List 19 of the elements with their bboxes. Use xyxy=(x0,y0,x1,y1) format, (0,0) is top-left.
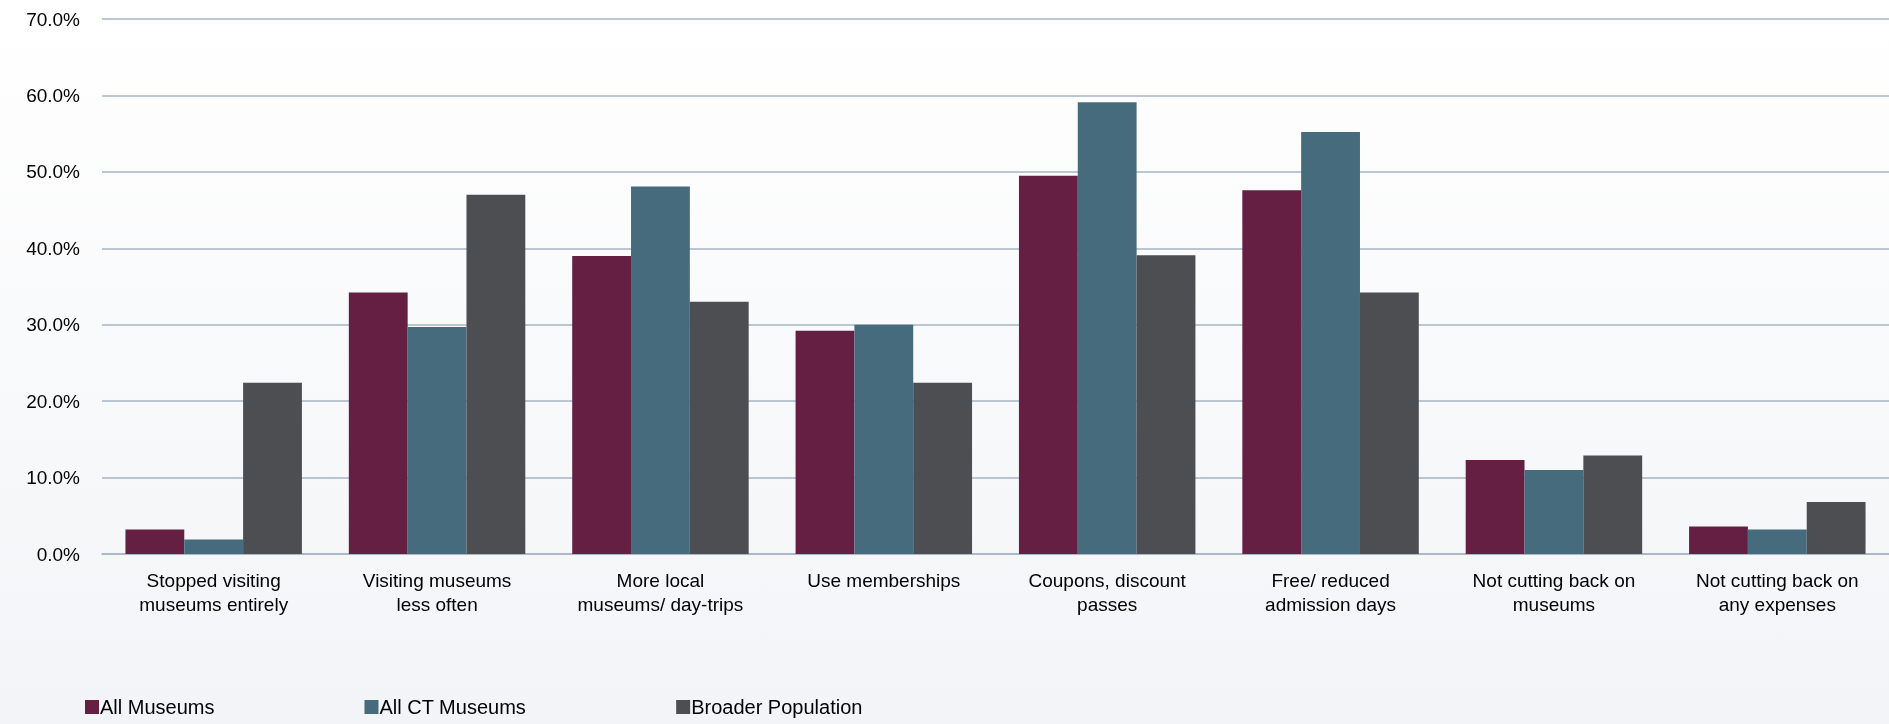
x-tick-label: Visiting museums less often xyxy=(362,569,512,615)
x-tick-label: Not cutting back on any expenses xyxy=(1695,569,1859,615)
y-tick-label: 30.0% xyxy=(26,314,81,336)
legend-label: All Museums xyxy=(100,696,215,718)
x-tick-label: Not cutting back on museums xyxy=(1472,569,1636,615)
y-tick-label: 70.0% xyxy=(26,8,81,30)
x-tick-label: Coupons, discount passes xyxy=(1028,569,1187,615)
x-tick-label: More local museums/ day-trips xyxy=(577,569,744,615)
x-tick-label: Free/ reduced admission days xyxy=(1265,569,1397,615)
y-tick-label: 10.0% xyxy=(26,467,81,489)
y-tick-label: 60.0% xyxy=(26,84,81,106)
y-tick-label: 20.0% xyxy=(26,390,81,412)
x-tick-label: Use memberships xyxy=(807,569,961,591)
legend-label: All CT Museums xyxy=(379,696,526,718)
y-tick-label: 50.0% xyxy=(26,161,81,183)
y-tick-label: 0.0% xyxy=(36,543,81,565)
legend-label: Broader Population xyxy=(691,696,863,718)
y-tick-label: 40.0% xyxy=(26,237,81,259)
x-tick-label: Stopped visiting museums entirely xyxy=(139,569,289,615)
